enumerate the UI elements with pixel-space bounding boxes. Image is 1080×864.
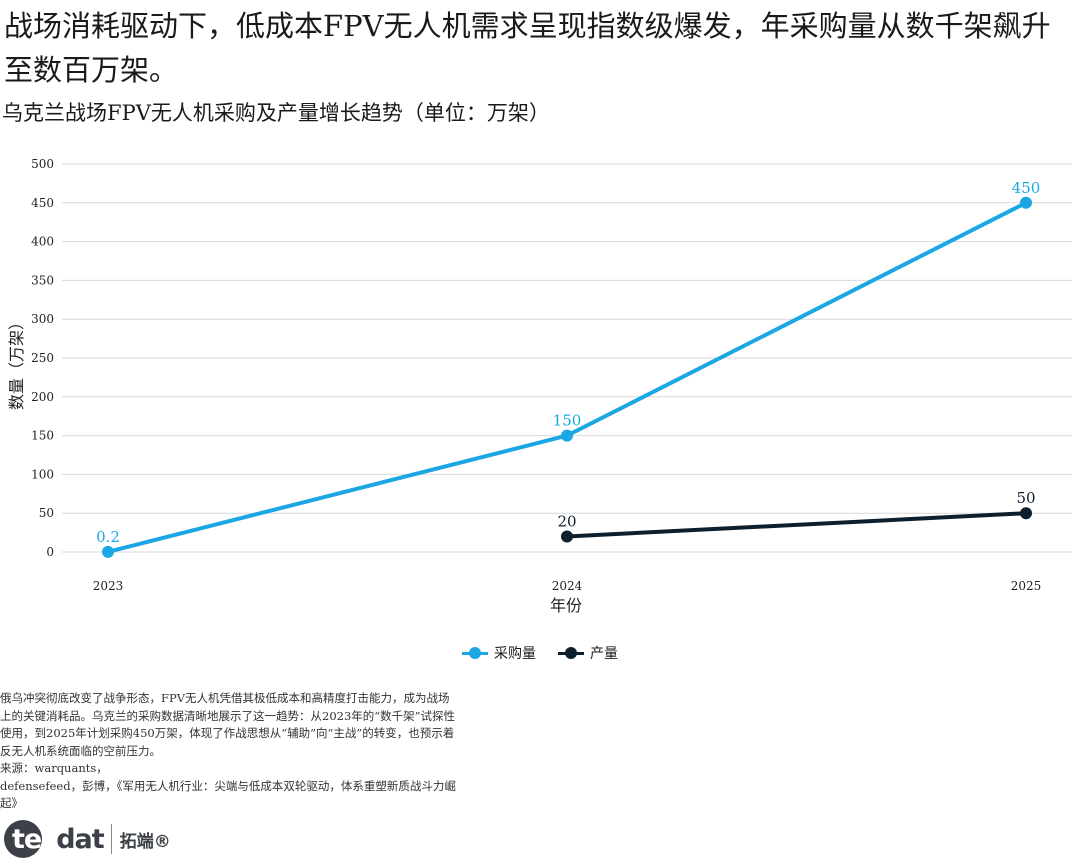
data-labels: 0.2 150 450 20 50 — [96, 179, 1040, 546]
brand-name: 拓端® — [119, 831, 171, 852]
data-label: 0.2 — [96, 528, 120, 546]
data-label: 150 — [553, 412, 582, 430]
y-axis-ticks: 0 50 100 150 200 250 300 350 400 450 500 — [31, 157, 54, 559]
notes: 俄乌冲突彻底改变了战争形态，FPV无人机凭借其极低成本和高精度打击能力，成为战场… — [0, 690, 460, 813]
series-line-1 — [566, 511, 1027, 539]
y-tick-label: 450 — [31, 196, 54, 210]
notes-body: 俄乌冲突彻底改变了战争形态，FPV无人机凭借其极低成本和高精度打击能力，成为战场… — [0, 691, 456, 758]
legend: 采购量 产量 — [0, 641, 1080, 665]
data-point[interactable] — [561, 530, 573, 543]
y-tick-label: 300 — [31, 312, 54, 326]
legend-item-procurement[interactable]: 采购量 — [462, 643, 536, 663]
legend-swatch-procurement — [462, 647, 488, 659]
y-tick-label: 250 — [31, 351, 54, 365]
y-axis-label: 数量（万架） — [7, 314, 26, 410]
data-label: 450 — [1012, 179, 1041, 197]
source-line-2: defensefeed，彭博，《军用无人机行业：尖端与低成本双轮驱动，体系重塑新… — [0, 778, 456, 811]
logo-divider — [110, 824, 112, 854]
legend-label-production: 产量 — [590, 646, 618, 662]
headline: 战场消耗驱动下，低成本FPV无人机需求呈现指数级爆发，年采购量从数千架飙升至数百… — [4, 9, 1051, 87]
legend-swatch-production — [558, 647, 584, 659]
data-label: 20 — [557, 512, 576, 530]
y-tick-label: 400 — [31, 235, 54, 249]
y-tick-label: 50 — [39, 506, 54, 520]
x-tick-label: 2024 — [552, 579, 583, 593]
y-tick-label: 100 — [31, 467, 54, 481]
source-line-1: 来源：warquants， — [0, 761, 108, 775]
data-point[interactable] — [561, 429, 573, 442]
y-tick-label: 200 — [31, 390, 54, 404]
series-line-0 — [107, 201, 1027, 554]
x-tick-label: 2025 — [1011, 579, 1042, 593]
y-tick-label: 500 — [31, 157, 54, 171]
data-label: 50 — [1016, 489, 1035, 507]
x-axis-ticks: 2023 2024 2025 — [93, 579, 1042, 593]
y-tick-label: 0 — [46, 545, 54, 559]
y-tick-label: 150 — [31, 429, 54, 443]
x-tick-label: 2023 — [93, 579, 124, 593]
data-point[interactable] — [1020, 507, 1032, 520]
brand-logo: tecdat 拓端® — [4, 820, 171, 858]
legend-label-procurement: 采购量 — [494, 646, 536, 662]
grid-lines — [62, 163, 1072, 553]
logo-circle-icon — [4, 820, 42, 858]
series-lines — [102, 196, 1032, 558]
legend-item-production[interactable]: 产量 — [558, 643, 618, 663]
data-point[interactable] — [1020, 196, 1032, 209]
chart-title: 乌克兰战场FPV无人机采购及产量增长趋势（单位：万架） — [2, 101, 550, 125]
data-point[interactable] — [102, 545, 114, 558]
x-axis-label: 年份 — [550, 596, 582, 615]
y-tick-label: 350 — [31, 273, 54, 287]
logo-text-part2: dat — [56, 823, 104, 855]
logo-text-part1: tec — [12, 823, 57, 855]
